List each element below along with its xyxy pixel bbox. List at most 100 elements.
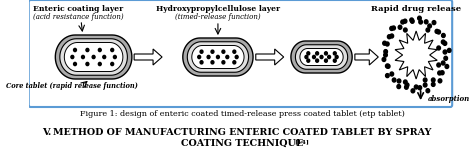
Polygon shape — [295, 45, 347, 69]
Text: (acid resistance function): (acid resistance function) — [33, 13, 124, 21]
Circle shape — [426, 89, 429, 93]
Circle shape — [431, 82, 435, 86]
Circle shape — [200, 61, 203, 64]
Circle shape — [414, 85, 418, 89]
Circle shape — [383, 41, 386, 45]
Circle shape — [385, 64, 389, 68]
Circle shape — [441, 61, 445, 65]
Circle shape — [103, 55, 106, 59]
Circle shape — [217, 55, 219, 59]
Circle shape — [99, 48, 101, 52]
Circle shape — [82, 55, 84, 59]
Text: V.: V. — [42, 128, 52, 137]
Circle shape — [442, 33, 445, 37]
Circle shape — [440, 71, 444, 75]
Text: COATING TECHNIQUE: COATING TECHNIQUE — [181, 139, 303, 148]
Circle shape — [418, 16, 421, 20]
Circle shape — [441, 40, 445, 44]
Circle shape — [411, 89, 415, 93]
Circle shape — [320, 55, 323, 59]
Circle shape — [333, 52, 336, 55]
Circle shape — [403, 28, 407, 32]
Circle shape — [325, 59, 328, 62]
Circle shape — [233, 61, 236, 64]
Circle shape — [437, 46, 440, 50]
Circle shape — [447, 48, 451, 52]
Circle shape — [432, 21, 436, 25]
Circle shape — [398, 25, 402, 29]
Circle shape — [387, 35, 391, 39]
Text: Rapid drug release: Rapid drug release — [371, 5, 461, 13]
Circle shape — [71, 55, 74, 59]
Text: Figure 1: design of enteric coated timed-release press coated tablet (etp tablet: Figure 1: design of enteric coated timed… — [80, 110, 405, 118]
Circle shape — [410, 19, 414, 23]
Circle shape — [424, 20, 428, 24]
Circle shape — [390, 34, 393, 38]
Circle shape — [111, 48, 114, 52]
Circle shape — [113, 55, 116, 59]
Circle shape — [390, 26, 393, 30]
Circle shape — [423, 83, 427, 87]
Circle shape — [307, 52, 310, 55]
Polygon shape — [134, 49, 162, 65]
Circle shape — [316, 52, 319, 55]
Circle shape — [405, 85, 408, 89]
Polygon shape — [192, 45, 244, 68]
Circle shape — [316, 59, 319, 62]
Circle shape — [86, 62, 89, 66]
Circle shape — [384, 50, 387, 54]
Circle shape — [328, 55, 330, 59]
Circle shape — [385, 42, 389, 46]
Circle shape — [397, 79, 401, 83]
Text: Core tablet (rapid release function): Core tablet (rapid release function) — [6, 82, 138, 90]
Circle shape — [111, 62, 114, 66]
Polygon shape — [355, 49, 378, 65]
Circle shape — [383, 53, 387, 57]
Text: [14]: [14] — [294, 139, 310, 144]
Circle shape — [403, 80, 407, 84]
Polygon shape — [60, 39, 128, 75]
Circle shape — [392, 26, 395, 30]
Circle shape — [405, 83, 409, 87]
Text: Hydroxypropylcellulose layer: Hydroxypropylcellulose layer — [156, 5, 280, 13]
Circle shape — [386, 64, 390, 68]
Polygon shape — [256, 49, 284, 65]
Circle shape — [86, 48, 89, 52]
Polygon shape — [300, 49, 343, 66]
Text: (timed-release function): (timed-release function) — [175, 13, 261, 21]
Circle shape — [437, 30, 440, 34]
Circle shape — [426, 28, 429, 32]
Circle shape — [226, 55, 229, 59]
Circle shape — [307, 59, 310, 62]
Circle shape — [198, 55, 201, 59]
Circle shape — [235, 55, 238, 59]
Circle shape — [410, 18, 413, 22]
Circle shape — [382, 58, 386, 61]
Circle shape — [312, 55, 315, 59]
Circle shape — [418, 86, 422, 90]
Circle shape — [435, 29, 439, 33]
Circle shape — [211, 50, 214, 53]
Circle shape — [392, 78, 396, 82]
Circle shape — [438, 71, 441, 75]
Circle shape — [99, 62, 101, 66]
Circle shape — [390, 72, 393, 76]
Polygon shape — [291, 41, 352, 73]
Circle shape — [397, 85, 401, 89]
Circle shape — [401, 20, 404, 24]
Circle shape — [211, 61, 214, 64]
Polygon shape — [55, 35, 132, 79]
Polygon shape — [395, 31, 437, 79]
Circle shape — [207, 55, 210, 59]
Circle shape — [222, 61, 225, 64]
Circle shape — [403, 19, 407, 23]
Circle shape — [385, 74, 389, 78]
Polygon shape — [187, 42, 248, 72]
Circle shape — [445, 65, 449, 68]
Circle shape — [73, 48, 76, 52]
Circle shape — [92, 55, 95, 59]
Circle shape — [444, 56, 447, 60]
Circle shape — [423, 78, 427, 82]
Circle shape — [222, 50, 225, 53]
Circle shape — [305, 55, 308, 59]
